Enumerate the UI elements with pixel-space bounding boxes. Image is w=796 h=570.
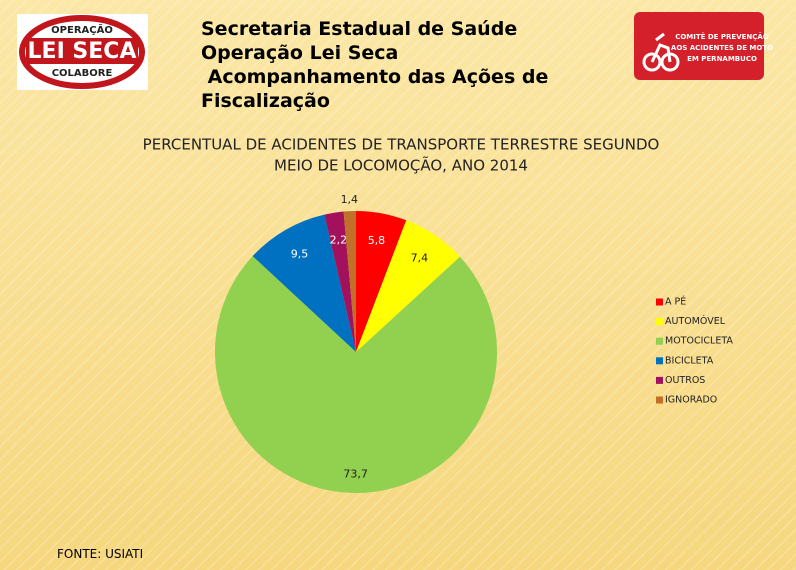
pie-slice xyxy=(356,220,460,352)
pie-slice xyxy=(343,211,356,352)
data-label: 2,2 xyxy=(330,234,348,247)
legend-swatch xyxy=(656,318,663,326)
pie-slice xyxy=(356,211,407,352)
header-line: Acompanhamento das Ações de xyxy=(201,66,549,88)
legend-label: MOTOCICLETA xyxy=(665,336,733,347)
data-label: 73,7 xyxy=(343,468,368,481)
legend-label: BICICLETA xyxy=(665,355,714,366)
source: FONTE: USIATI xyxy=(57,547,144,561)
legend-label: OUTROS xyxy=(665,375,705,386)
chart-title: MEIO DE LOCOMOÇÃO, ANO 2014 xyxy=(274,156,528,175)
logo-text: OPERAÇÃO xyxy=(51,23,113,36)
legend-swatch xyxy=(656,298,663,306)
logo-bg xyxy=(634,12,764,80)
data-label: 1,4 xyxy=(341,193,359,206)
data-label: 5,8 xyxy=(368,234,386,247)
pie-slice xyxy=(252,214,356,352)
data-label: 7,4 xyxy=(411,252,429,265)
pie-slice xyxy=(324,211,356,352)
icon xyxy=(642,52,662,72)
data-label: 9,5 xyxy=(291,247,309,260)
legend-label: AUTOMÓVEL xyxy=(665,315,726,327)
chart-title: PERCENTUAL DE ACIDENTES DE TRANSPORTE TE… xyxy=(143,136,660,154)
legend-label: A PÉ xyxy=(665,296,686,308)
header-line: Operação Lei Seca xyxy=(201,42,399,64)
header-line: Secretaria Estadual de Saúde xyxy=(201,18,518,40)
legend-swatch xyxy=(656,396,663,404)
header: Secretaria Estadual de Saúde Operação Le… xyxy=(201,17,548,113)
legend-swatch xyxy=(656,337,663,345)
logo-left: OPERAÇÃO LEI SECA COLABORE xyxy=(17,14,148,90)
logo-band xyxy=(26,38,138,64)
icon xyxy=(650,32,672,63)
logo-text: COLABORE xyxy=(52,68,113,79)
logo-text: COMITÊ DE PREVENÇÃO xyxy=(675,32,769,41)
header-line: Fiscalização xyxy=(201,90,330,112)
legend-label: IGNORADO xyxy=(665,395,717,406)
logo-text: EM PERNAMBUCO xyxy=(687,55,757,63)
pie-slice xyxy=(215,256,497,493)
legend-swatch xyxy=(656,376,663,384)
logo-text: LEI SECA xyxy=(28,39,137,64)
logo-right: COMITÊ DE PREVENÇÃO AOS ACIDENTES DE MOT… xyxy=(634,12,773,80)
logo-text: AOS ACIDENTES DE MOTO xyxy=(671,44,773,52)
legend-swatch xyxy=(656,357,663,365)
